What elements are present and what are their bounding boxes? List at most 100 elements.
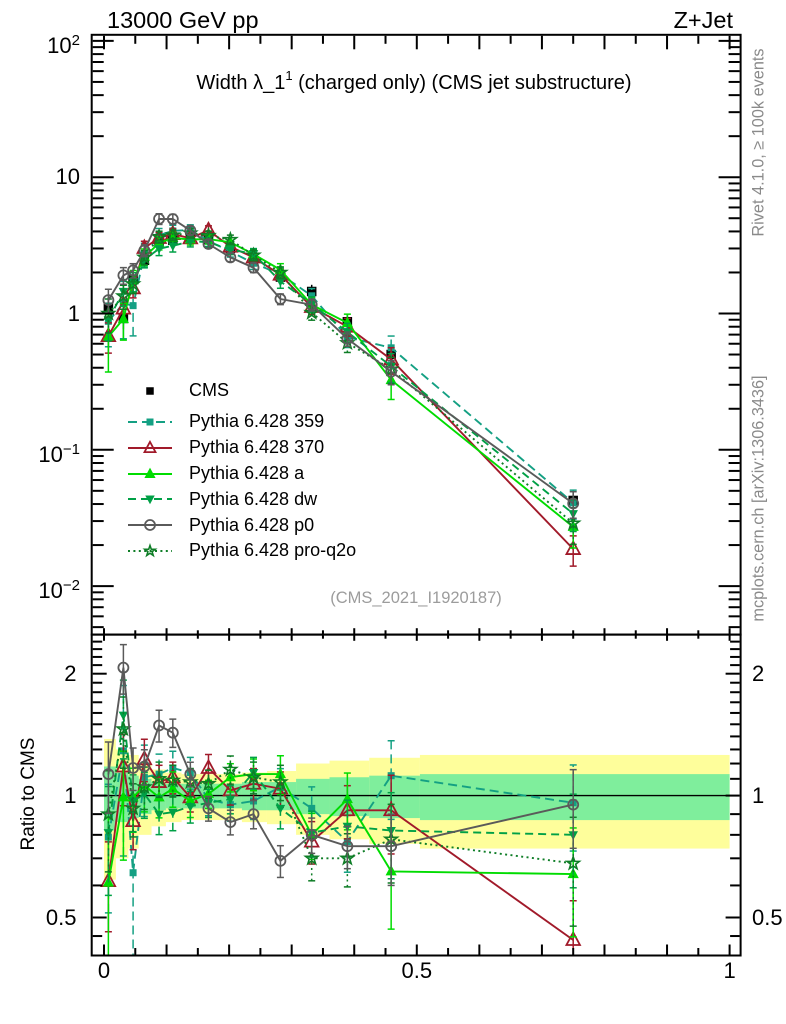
ytick-label-top-panel: 10 xyxy=(55,164,80,190)
legend-item: Pythia 6.428 a xyxy=(126,462,304,486)
series-marker xyxy=(138,760,151,773)
legend-marker-icon xyxy=(128,467,172,478)
series-marker xyxy=(303,849,321,866)
legend-marker-icon xyxy=(146,386,154,395)
legend-item-label: Pythia 6.428 359 xyxy=(189,411,325,432)
series-marker xyxy=(248,769,259,778)
series-marker xyxy=(117,661,130,674)
series-marker xyxy=(247,808,260,821)
ytick-label-ratio-right: 0.5 xyxy=(752,904,783,930)
series-marker xyxy=(150,227,168,245)
series-marker xyxy=(124,275,142,292)
legend-item-label: Pythia 6.428 p0 xyxy=(189,514,315,535)
mcplots-arxiv-note: mcplots.cern.ch [arXiv:1306.3436] xyxy=(749,375,768,622)
plot-title-suffix: (charged only) (CMS jet substructure) xyxy=(292,72,632,94)
series-marker xyxy=(225,795,236,805)
ytick-label-top-panel: 102 xyxy=(47,31,80,58)
series-marker xyxy=(124,799,142,816)
legend-item: CMS xyxy=(126,379,229,403)
series-marker xyxy=(306,286,317,297)
series-marker xyxy=(153,212,165,225)
xtick-label: 1 xyxy=(723,958,736,983)
series-marker xyxy=(184,224,197,237)
series-marker xyxy=(129,869,137,877)
series-marker xyxy=(135,248,153,265)
series-marker xyxy=(245,768,263,785)
series-marker xyxy=(564,514,582,531)
legend-marker-icon xyxy=(128,495,172,505)
series-marker xyxy=(245,246,263,263)
ytick-label-top-panel: 1 xyxy=(67,300,80,326)
legend-item: Pythia 6.428 359 xyxy=(126,410,324,434)
ytick-label-top-panel: 10−2 xyxy=(38,577,80,604)
series-marker xyxy=(117,791,129,802)
series-marker xyxy=(102,294,115,306)
rivet-version-note: Rivet 4.1.0, ≥ 100k events xyxy=(749,48,768,237)
legend-item-label: CMS xyxy=(189,380,229,400)
series-marker xyxy=(102,768,115,781)
series-marker xyxy=(225,246,236,255)
series-marker xyxy=(145,495,155,505)
legend-marker-icon xyxy=(128,418,172,426)
plot-title-main: Width λ_1 xyxy=(196,72,286,94)
legend-item: Pythia 6.428 p0 xyxy=(126,513,314,537)
series-marker xyxy=(275,804,286,814)
series-marker xyxy=(567,798,580,811)
series-marker xyxy=(138,244,151,257)
ytick-label-ratio-right: 1 xyxy=(752,782,765,808)
axes-frames xyxy=(90,33,742,957)
series-marker xyxy=(305,828,318,841)
series-marker xyxy=(154,810,164,820)
series-marker xyxy=(185,237,196,247)
series-marker xyxy=(153,719,165,732)
series-marker xyxy=(164,771,182,788)
top-panel-series xyxy=(99,212,582,567)
legend-item-label: Pythia 6.428 pro-q2o xyxy=(189,540,357,560)
ytick-label-ratio-left: 2 xyxy=(64,660,77,686)
series-marker xyxy=(127,264,139,277)
process-label: Z+Jet xyxy=(673,7,733,33)
series-marker xyxy=(224,251,237,264)
series-marker xyxy=(117,269,130,282)
uncertainty-bands xyxy=(104,738,730,880)
series-marker xyxy=(199,774,217,791)
series-marker xyxy=(168,808,178,818)
legend-item: Pythia 6.428 pro-q2o xyxy=(126,539,356,563)
series-marker xyxy=(127,762,139,774)
legend-item-label: Pythia 6.428 a xyxy=(189,463,305,483)
series-marker xyxy=(99,304,117,321)
series-marker xyxy=(271,263,289,280)
series-marker xyxy=(117,312,129,324)
series-marker xyxy=(154,245,164,255)
plot-title-superscript: 1 xyxy=(285,68,293,83)
ytick-label-top-panel: 10−1 xyxy=(38,440,80,467)
series-marker xyxy=(166,726,179,739)
series-marker xyxy=(247,261,260,274)
mc-curve-ratio xyxy=(107,728,574,865)
beam-energy-label: 13000 GeV pp xyxy=(107,7,259,33)
series-marker xyxy=(308,292,316,300)
series-marker xyxy=(308,804,316,812)
plot-title: Width λ_11 (charged only) (CMS jet subst… xyxy=(89,68,739,95)
series-marker xyxy=(341,840,354,853)
series-marker xyxy=(224,770,236,782)
ytick-label-ratio-left: 0.5 xyxy=(45,904,77,930)
legend-item-label: Pythia 6.428 370 xyxy=(189,437,325,458)
xtick-label: 0.5 xyxy=(401,958,433,983)
series-marker xyxy=(99,805,117,822)
series-marker xyxy=(144,519,156,532)
series-marker xyxy=(271,773,289,790)
series-marker xyxy=(567,497,580,510)
series-marker xyxy=(221,230,239,247)
data-stat-uncertainty-band xyxy=(419,774,730,821)
series-marker xyxy=(305,298,318,311)
series-marker xyxy=(275,277,286,287)
series-marker xyxy=(114,287,132,304)
series-marker xyxy=(166,213,179,225)
series-marker xyxy=(118,711,129,721)
data-stat-uncertainty-band xyxy=(104,766,116,831)
series-marker xyxy=(341,332,354,345)
series-marker xyxy=(184,768,197,781)
legend-marker-icon xyxy=(128,519,172,532)
